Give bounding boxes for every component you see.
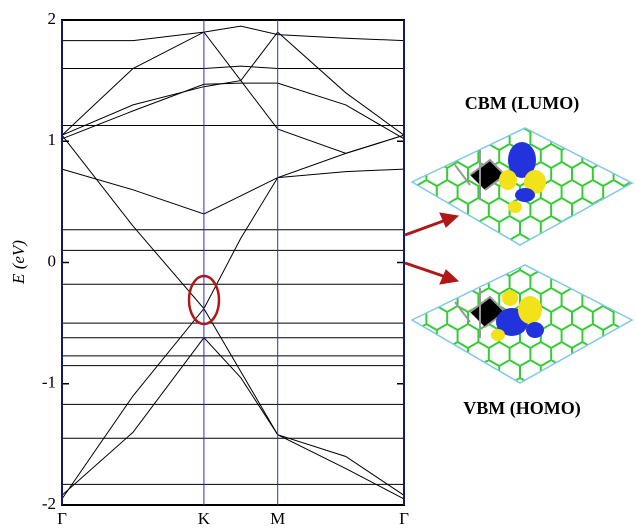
band-line	[62, 309, 404, 499]
plot-area	[62, 26, 404, 499]
plot-frame	[62, 20, 404, 505]
y-tick-label: 1	[48, 130, 57, 149]
cbm-label: CBM (LUMO)	[465, 93, 579, 114]
band-line	[62, 83, 404, 139]
band-line	[62, 32, 404, 153]
y-tick-label: 0	[48, 251, 57, 270]
band-line	[62, 66, 404, 68]
band-line	[62, 26, 404, 40]
x-tick-label: M	[270, 509, 285, 528]
arrows	[405, 213, 458, 284]
cbm-orbital-image	[412, 128, 632, 245]
vbm-label: VBM (HOMO)	[463, 398, 580, 419]
chart: E (eV) CBM (LUMO) VBM (HOMO) 210-1-2ΓKMΓ	[0, 0, 636, 529]
y-axis-label: E (eV)	[9, 240, 28, 285]
y-tick-label: -1	[42, 373, 56, 392]
x-tick-label: Γ	[57, 509, 67, 528]
y-tick-label: 2	[48, 9, 57, 28]
y-tick-label: -2	[42, 494, 56, 513]
x-tick-label: Γ	[399, 509, 409, 528]
page: {"chart_data": {"type": "line", "ylabel"…	[0, 0, 636, 529]
band-line	[62, 135, 404, 308]
x-tick-label: K	[198, 509, 211, 528]
band-line	[62, 169, 404, 214]
